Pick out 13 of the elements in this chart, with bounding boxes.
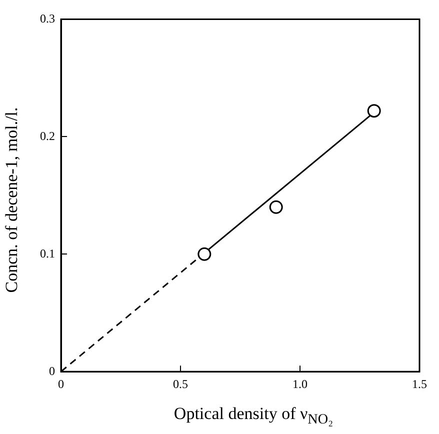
point [198,247,212,261]
point [367,104,381,118]
x-tick-label: 0 [58,376,64,391]
y-tick-label: 0.1 [40,246,55,260]
point [269,200,283,214]
y-tick-label: 0 [49,364,55,378]
y-tick-label: 0.3 [40,11,55,26]
x-tick-label: 1.5 [412,376,427,391]
x-tick-label: 0.5 [173,376,188,391]
y-axis-title: Concn. of decene-1, mol./l. [2,107,22,293]
x-tick-label: 1.0 [292,376,308,391]
x-axis-title: Optical density of ν$_{NO₂}$ [172,404,334,428]
y-tick-label: 0.2 [40,128,55,143]
